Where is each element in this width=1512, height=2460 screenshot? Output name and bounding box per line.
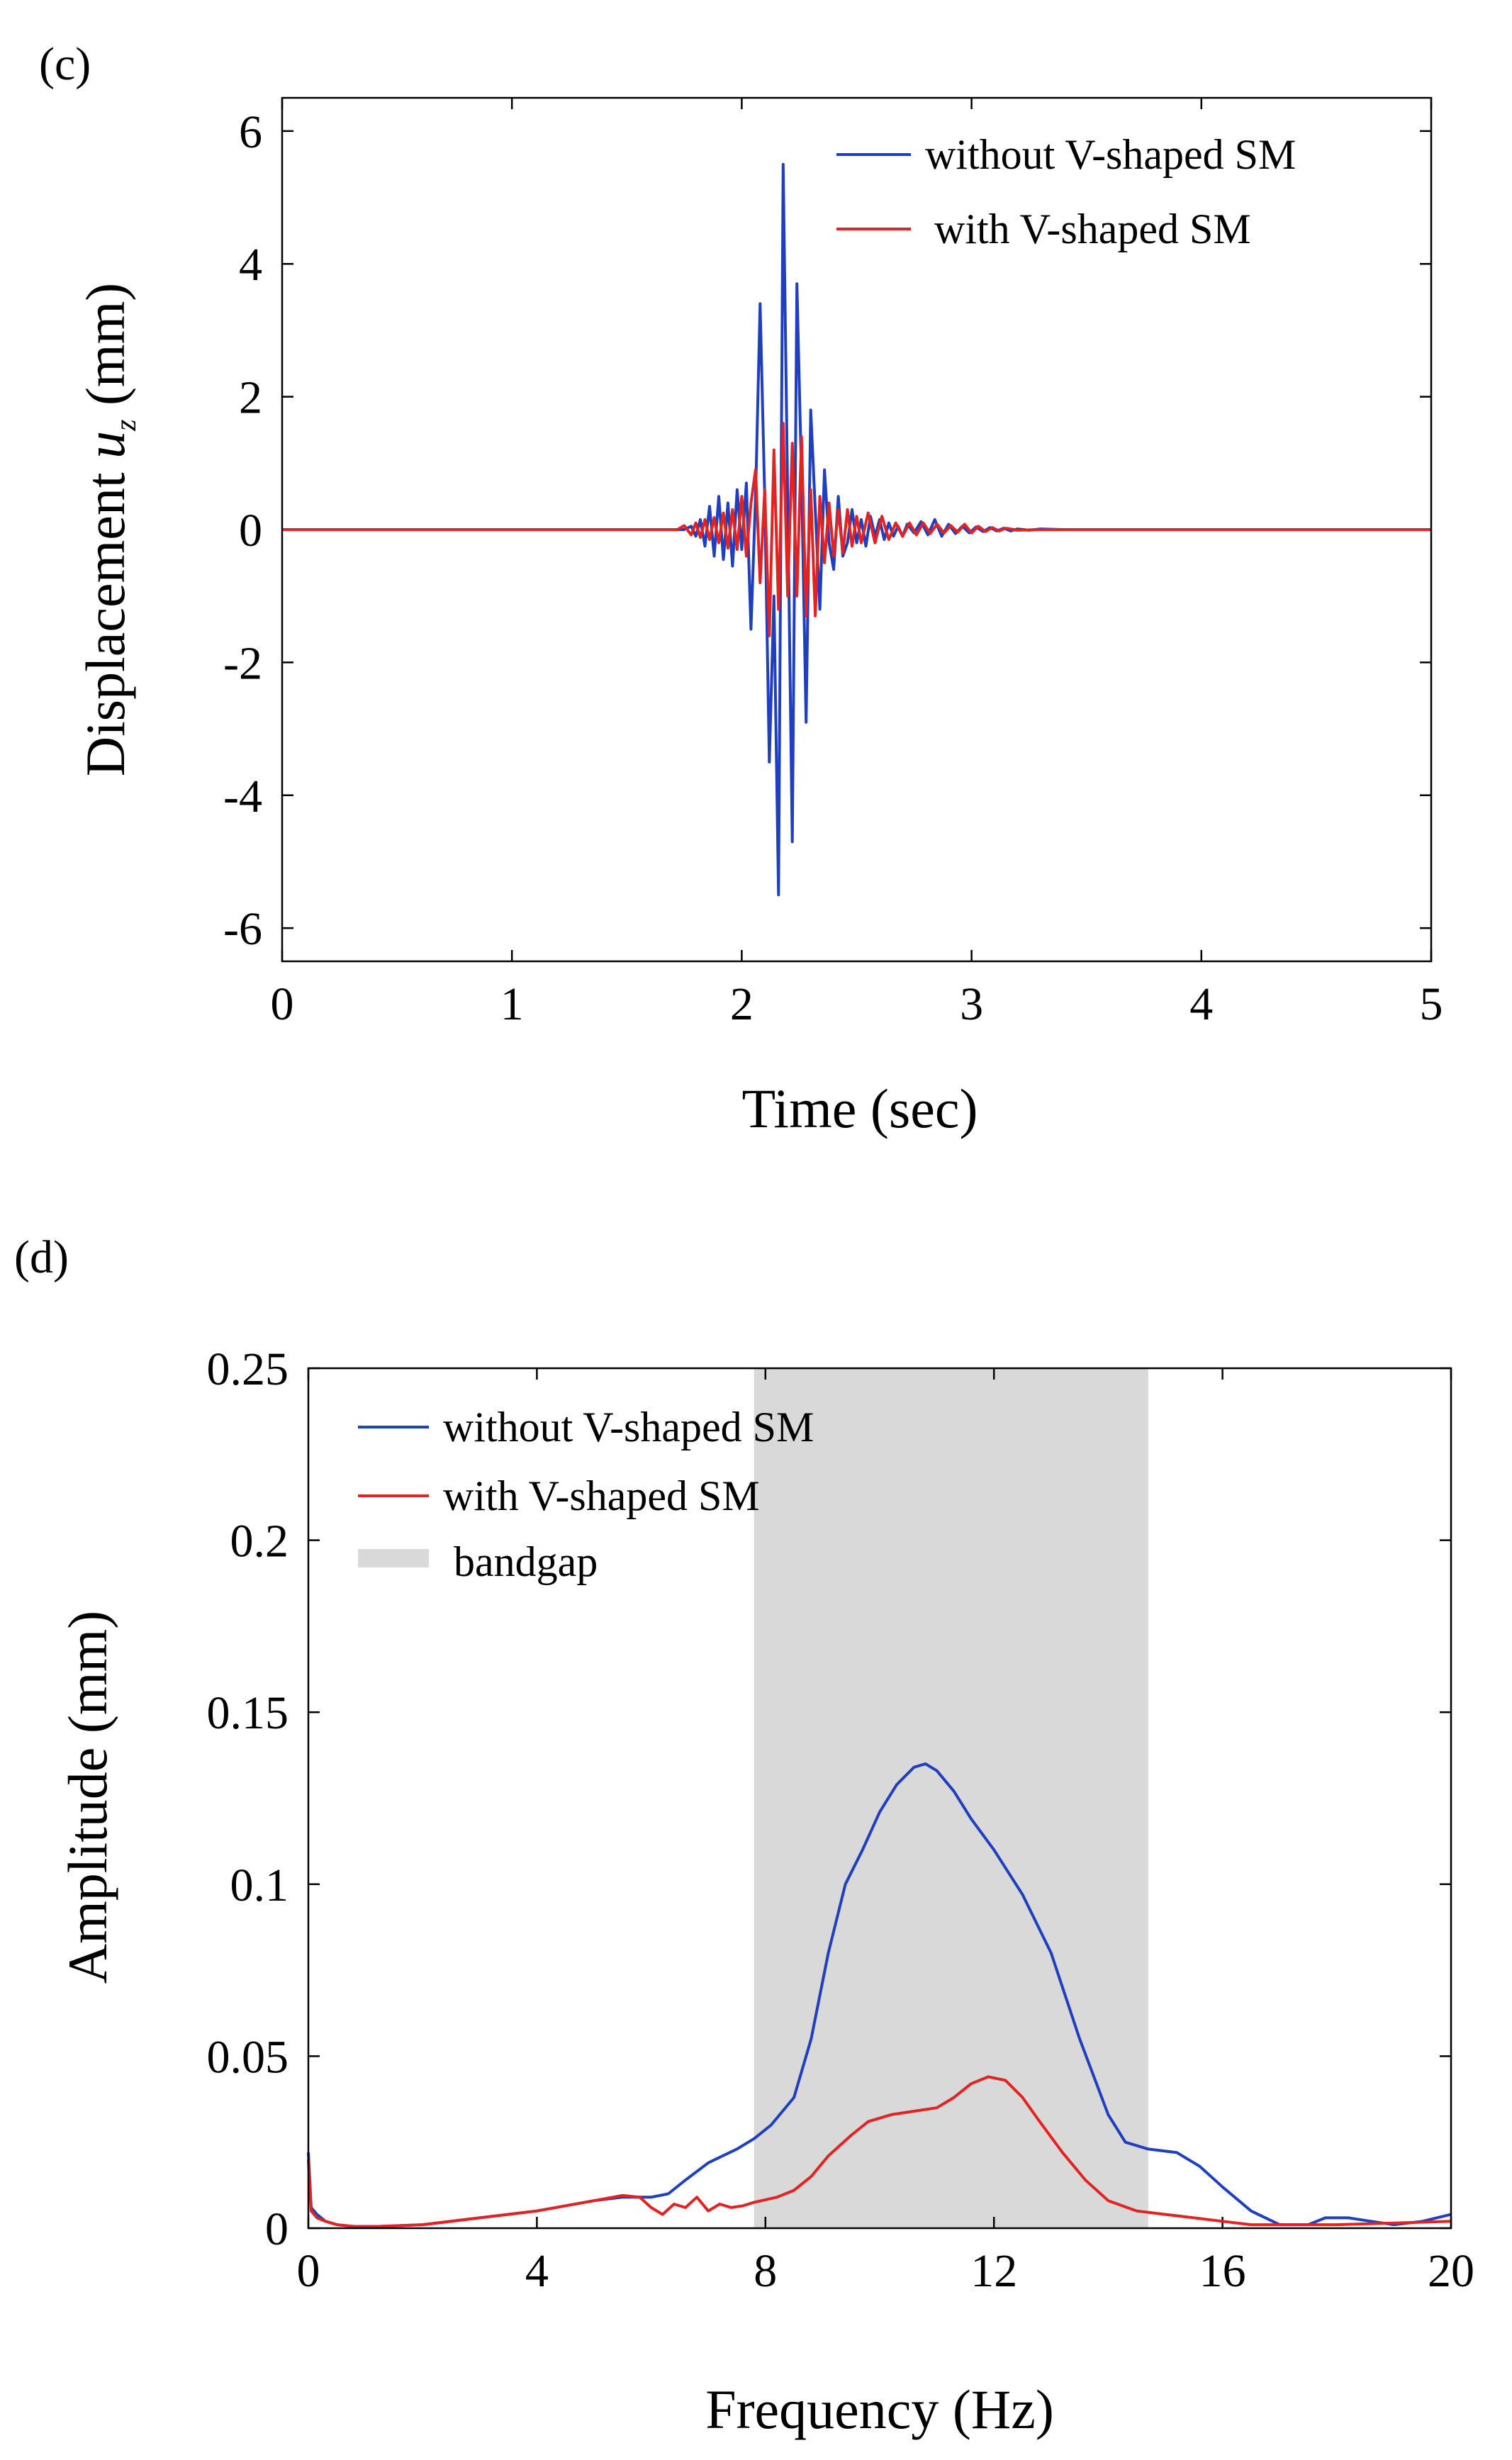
panel-c-legend: without V-shaped SM with V-shaped SM — [836, 131, 1296, 252]
panel-d-x-tick-label: 20 — [1428, 2245, 1474, 2297]
panel-c: (c) 0 1 2 3 4 5 -6 -4 -2 0 2 4 6 Time (sec) Displace… — [39, 38, 1443, 1139]
panel-d-x-tick-label: 16 — [1199, 2245, 1246, 2297]
panel-d-y-tick-label: 0 — [265, 2203, 289, 2255]
panel-c-x-tick-label: 5 — [1420, 978, 1443, 1030]
panel-d-y-tick-label: 0.15 — [207, 1687, 289, 1739]
panel-d-series — [307, 1762, 1452, 2228]
panel-c-y-tick-label: 2 — [239, 372, 262, 424]
legend-d-bandgap-swatch — [358, 1549, 429, 1567]
panel-d-x-tick-label: 0 — [297, 2245, 320, 2297]
panel-d-series-line-with-v-shaped-sm — [307, 2075, 1452, 2228]
panel-c-y-tick-label: 4 — [239, 239, 262, 291]
legend-d-with-label: with V-shaped SM — [443, 1472, 760, 1519]
panel-label-d: (d) — [14, 1231, 69, 1283]
panel-c-y-axis-title: Displacement uz (mm) — [74, 283, 142, 777]
legend-c-without-label: without V-shaped SM — [925, 131, 1296, 178]
panel-c-y-tick-label: -2 — [223, 637, 262, 689]
panel-d: (d) 0 4 8 12 16 20 0 0.05 0.1 0.15 0.2 0.25 Frequen… — [14, 1231, 1474, 2440]
panel-c-ticks: 0 1 2 3 4 5 -6 -4 -2 0 2 4 6 — [223, 98, 1443, 1030]
panel-c-x-tick-label: 2 — [730, 978, 754, 1030]
panel-c-x-tick-label: 1 — [500, 978, 524, 1030]
legend-d-without-label: without V-shaped SM — [443, 1404, 814, 1450]
panel-c-x-tick-label: 0 — [271, 978, 294, 1030]
panel-d-x-tick-label: 8 — [754, 2245, 777, 2297]
panel-c-x-axis-title: Time (sec) — [742, 1078, 978, 1139]
y-title-prefix: Displacement — [74, 459, 136, 776]
legend-d-bandgap-label: bandgap — [454, 1538, 598, 1585]
panel-d-x-tick-label: 12 — [970, 2245, 1017, 2297]
legend-c-with-label: with V-shaped SM — [934, 206, 1251, 252]
y-title-variable: u — [74, 431, 136, 459]
panel-d-y-axis-title: Amplitude (mm) — [57, 1611, 118, 1984]
panel-d-y-tick-label: 0.1 — [230, 1860, 289, 1911]
panel-d-y-tick-label: 0.2 — [230, 1516, 289, 1567]
bandgap-region — [754, 1368, 1148, 2228]
panel-d-y-tick-label: 0.05 — [207, 2031, 289, 2083]
panel-c-y-tick-label: -6 — [223, 903, 262, 955]
panel-c-x-tick-label: 3 — [960, 978, 983, 1030]
panel-d-x-axis-title: Frequency (Hz) — [705, 2378, 1054, 2440]
panel-c-plot-frame — [281, 96, 1433, 963]
y-title-subscript: z — [110, 420, 142, 432]
panel-d-x-tick-label: 4 — [525, 2245, 549, 2297]
panel-d-plot-frame — [307, 1367, 1452, 2230]
panel-c-series — [282, 162, 1431, 897]
panel-d-y-tick-label: 0.25 — [207, 1343, 289, 1395]
panel-c-y-tick-label: 6 — [239, 106, 262, 158]
panel-c-y-tick-label: 0 — [239, 505, 262, 557]
panel-c-series-line-with-v-shaped-sm — [282, 422, 1431, 637]
y-title-suffix: (mm) — [74, 283, 136, 420]
panel-c-y-tick-label: -4 — [223, 771, 262, 822]
panel-label-c: (c) — [39, 38, 91, 90]
panel-d-ticks: 0 4 8 12 16 20 0 0.05 0.1 0.15 0.2 0.25 — [207, 1343, 1475, 2297]
panel-c-x-tick-label: 4 — [1189, 978, 1213, 1030]
panel-d-legend: without V-shaped SM with V-shaped SM ban… — [358, 1404, 814, 1585]
